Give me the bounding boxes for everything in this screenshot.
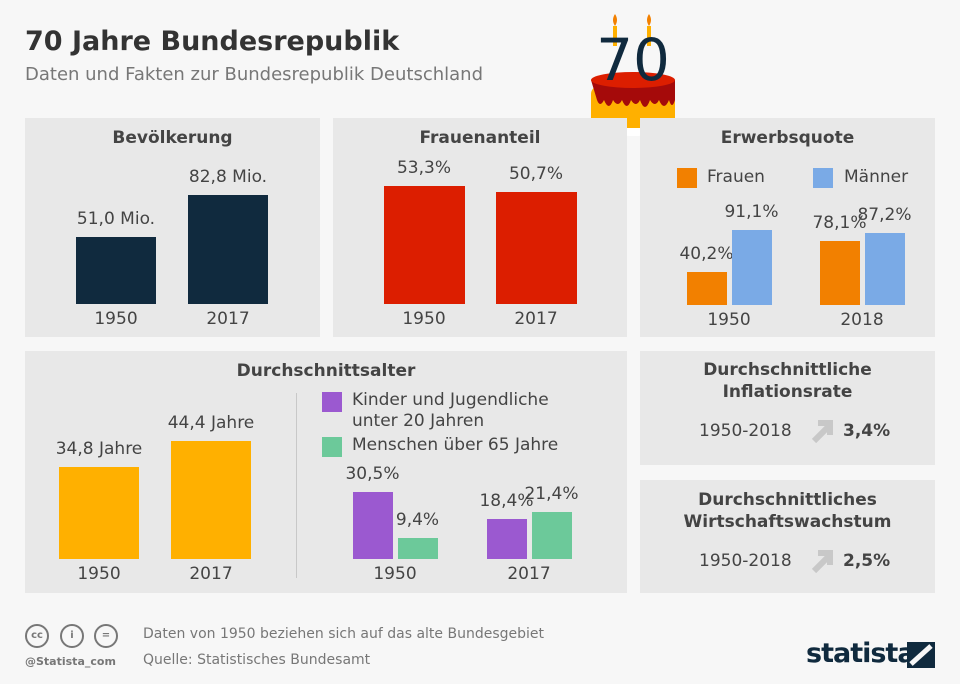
stat-title: Durchschnittliches Wirtschaftswachstum — [640, 489, 935, 533]
panel-bevoelkerung: Bevölkerung — [25, 118, 320, 337]
data-label: 21,4% — [524, 483, 579, 504]
category-label: 1950 — [402, 309, 446, 329]
cc-icon: cc — [25, 624, 49, 648]
legend-swatch-maenner — [813, 168, 833, 188]
data-label: 9,4% — [395, 510, 440, 531]
data-label: 50,7% — [508, 163, 564, 184]
bar — [188, 194, 268, 304]
panel-title: Erwerbsquote — [720, 128, 855, 148]
bar — [383, 186, 465, 304]
arrow-up-right-icon — [811, 420, 833, 443]
bar — [495, 191, 577, 304]
twitter-handle[interactable]: @Statista_com — [25, 655, 116, 668]
data-label: 18,4% — [479, 490, 534, 511]
category-label: 2017 — [189, 564, 233, 584]
category-label: 2017 — [514, 309, 558, 329]
stat-range: 1950-2018 — [699, 421, 792, 441]
data-label: 53,3% — [396, 158, 452, 179]
statista-logo[interactable]: statista — [806, 638, 916, 669]
arrow-up-right-icon — [811, 550, 833, 573]
stat-value: 2,5% — [843, 551, 891, 571]
panel-title: Frauenanteil — [419, 128, 541, 148]
statista-logo-icon — [907, 642, 935, 668]
bar — [531, 511, 572, 559]
stat-value: 3,4% — [843, 421, 891, 441]
panel-wachstum: Durchschnittliches Wirtschaftswachstum 19… — [640, 480, 935, 593]
data-label: 82,8 Mio. — [188, 166, 268, 187]
bar — [59, 466, 139, 559]
legend-line: unter 20 Jahren — [352, 411, 485, 431]
panel-inflation: Durchschnittliche Inflationsrate 1950-201… — [640, 351, 935, 465]
category-label: 1950 — [707, 310, 751, 330]
candle — [613, 26, 617, 46]
bar — [864, 233, 905, 305]
bar — [76, 236, 156, 304]
category-label: 2018 — [840, 310, 884, 330]
data-label: 40,2% — [679, 244, 734, 265]
nd-icon: = — [94, 624, 118, 648]
stat-title-line: Wirtschaftswachstum — [683, 512, 892, 532]
panel-title: Bevölkerung — [112, 128, 233, 148]
stat-title-line: Durchschnittliche — [703, 360, 872, 380]
bar — [171, 441, 251, 559]
category-label: 1950 — [373, 564, 417, 584]
panel-frauenanteil: Frauenanteil — [333, 118, 627, 337]
data-label: 91,1% — [724, 202, 779, 223]
legend-swatch-kinder — [322, 392, 342, 412]
panel-title: Durchschnittsalter — [236, 361, 416, 381]
data-label: 87,2% — [857, 205, 912, 226]
legend-line: Kinder und Jugendliche — [352, 390, 549, 410]
candle — [647, 26, 651, 46]
flame-icon — [647, 14, 651, 26]
bar — [397, 538, 438, 559]
flame-icon — [613, 14, 617, 26]
by-icon: i — [60, 624, 84, 648]
bar — [731, 230, 772, 305]
divider — [296, 393, 297, 578]
legend-swatch-frauen — [677, 168, 697, 188]
category-label: 1950 — [77, 564, 121, 584]
legend-label-maenner: Männer — [844, 167, 909, 187]
stat-title-line: Durchschnittliches — [698, 490, 877, 510]
data-label: 34,8 Jahre — [55, 438, 143, 459]
page-subtitle: Daten und Fakten zur Bundesrepublik Deut… — [25, 64, 483, 85]
footer-note: Daten von 1950 beziehen sich auf das alt… — [143, 626, 544, 642]
bar — [686, 272, 727, 305]
data-label: 30,5% — [345, 463, 400, 484]
stat-title-line: Inflationsrate — [722, 382, 853, 402]
legend-label-frauen: Frauen — [707, 167, 765, 187]
legend-label-senioren: Menschen über 65 Jahre — [352, 435, 559, 455]
category-label: 1950 — [94, 309, 138, 329]
data-label: 78,1% — [812, 212, 867, 233]
data-label: 51,0 Mio. — [76, 208, 156, 229]
data-label: 44,4 Jahre — [167, 413, 255, 434]
legend-label-kinder: Kinder und Jugendliche unter 20 Jahren — [352, 390, 549, 432]
footer-source: Quelle: Statistisches Bundesamt — [143, 652, 371, 668]
bar — [352, 491, 393, 559]
bar — [486, 518, 527, 559]
stat-title: Durchschnittliche Inflationsrate — [640, 359, 935, 403]
category-label: 2017 — [507, 564, 551, 584]
cake-number: 70 — [596, 26, 670, 94]
category-label: 2017 — [206, 309, 250, 329]
cake-top — [591, 72, 675, 88]
bar — [819, 240, 860, 305]
page-title: 70 Jahre Bundesrepublik — [25, 26, 400, 57]
legend-swatch-senioren — [322, 437, 342, 457]
stat-range: 1950-2018 — [699, 551, 792, 571]
